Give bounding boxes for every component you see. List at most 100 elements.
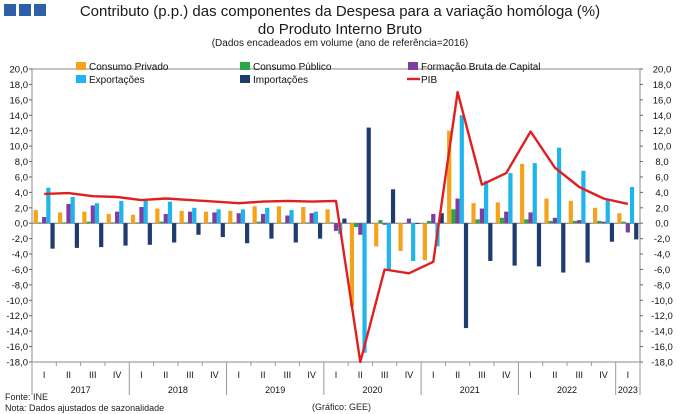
bar [362,223,367,353]
y-tick-label-right: 18,0 [653,80,672,91]
quarter-label: I [432,370,435,380]
bar [382,223,387,225]
y-tick-label-right: 6,0 [655,172,668,183]
legend-swatch [76,62,86,70]
chart-credit: (Gráfico: GEE) [312,402,372,412]
quarter-label: III [89,370,97,380]
bar [196,223,201,235]
bar [57,212,63,224]
y-tick-label-right: 4,0 [655,188,668,199]
bar [187,211,193,224]
bar [459,115,464,224]
y-tick-label-left: 12,0 [10,126,29,137]
bar [415,223,420,224]
bar [333,223,339,231]
bar [411,223,416,261]
y-tick-label-left: 4,0 [15,188,28,199]
bar [309,213,314,224]
bar [488,223,493,261]
bar [167,201,173,224]
y-tick-label-right: 16,0 [653,95,672,106]
quarter-label: II [261,370,266,380]
quarter-label: II [358,370,363,380]
bar [439,213,444,224]
chart-title: Contributo (p.p.) das componentes da Des… [0,3,680,39]
bar [115,211,120,224]
bar [581,170,586,224]
legend-entry: Consumo Privado [89,62,169,73]
y-tick-label-left: 14,0 [10,111,29,122]
bar [495,202,500,224]
y-tick-label-left: 18,0 [10,80,29,91]
bar [119,200,124,224]
bar [431,213,436,224]
bar [447,130,452,224]
bar [252,206,257,224]
bar [74,223,79,248]
bar [143,200,148,224]
bar [313,211,318,224]
quarter-label: I [237,370,240,380]
y-tick-label-right: 0,0 [655,219,668,230]
bar [455,198,460,224]
y-tick-label-right: -12,0 [651,311,673,322]
y-tick-label-left: 20,0 [10,65,29,76]
quarter-label: III [575,370,583,380]
y-tick-label-left: -14,0 [6,327,28,338]
bar [366,127,371,224]
bar [390,189,396,224]
bar [398,223,403,251]
year-label: 2018 [168,385,188,395]
year-label: 2017 [71,385,91,395]
bar [305,222,310,224]
bar [512,223,517,266]
bar [593,207,598,224]
bar [358,223,363,235]
y-tick-label-left: -2,0 [12,234,28,245]
bar [130,214,136,224]
bar [106,213,111,224]
bar [524,219,529,224]
quarter-label: II [163,370,168,380]
footnote: Nota: Dados ajustados de sazonalidade [5,403,165,413]
y-tick-label-right: -2,0 [654,234,670,245]
plot-frame [31,68,641,363]
legend-entry: Importações [253,75,308,86]
bar [99,223,104,248]
bar [378,220,383,224]
bar [544,198,549,224]
bar [192,207,197,224]
bar [556,147,562,224]
bar [82,211,87,224]
y-tick-label-right: 8,0 [655,157,668,168]
bar [86,221,91,224]
y-tick-label-left: -12,0 [6,311,28,322]
quarter-label: I [335,370,338,380]
bar [155,208,160,224]
y-tick-label-right: -16,0 [651,342,673,353]
quarter-label: III [186,370,194,380]
y-tick-label-right: -18,0 [651,358,673,369]
quarter-label: I [529,370,532,380]
year-label: 2019 [265,385,285,395]
y-tick-label-left: -6,0 [12,265,28,276]
pib-line [44,90,629,364]
bar [216,209,221,224]
year-label: 2021 [460,385,480,395]
year-label: 2023 [618,385,638,395]
bar [451,209,456,224]
bar [260,213,266,224]
legend-entry: PIB [421,75,437,86]
bar [577,220,582,224]
legend-swatch [240,75,250,83]
legend-swatch [240,62,250,70]
bar [135,222,140,224]
y-tick-label-left: 10,0 [10,142,29,153]
bar [179,210,184,224]
bar [585,223,590,263]
year-label: 2020 [362,385,382,395]
y-tick-label-left: 6,0 [15,172,28,183]
quarter-label: III [478,370,486,380]
quarter-label: I [43,370,46,380]
